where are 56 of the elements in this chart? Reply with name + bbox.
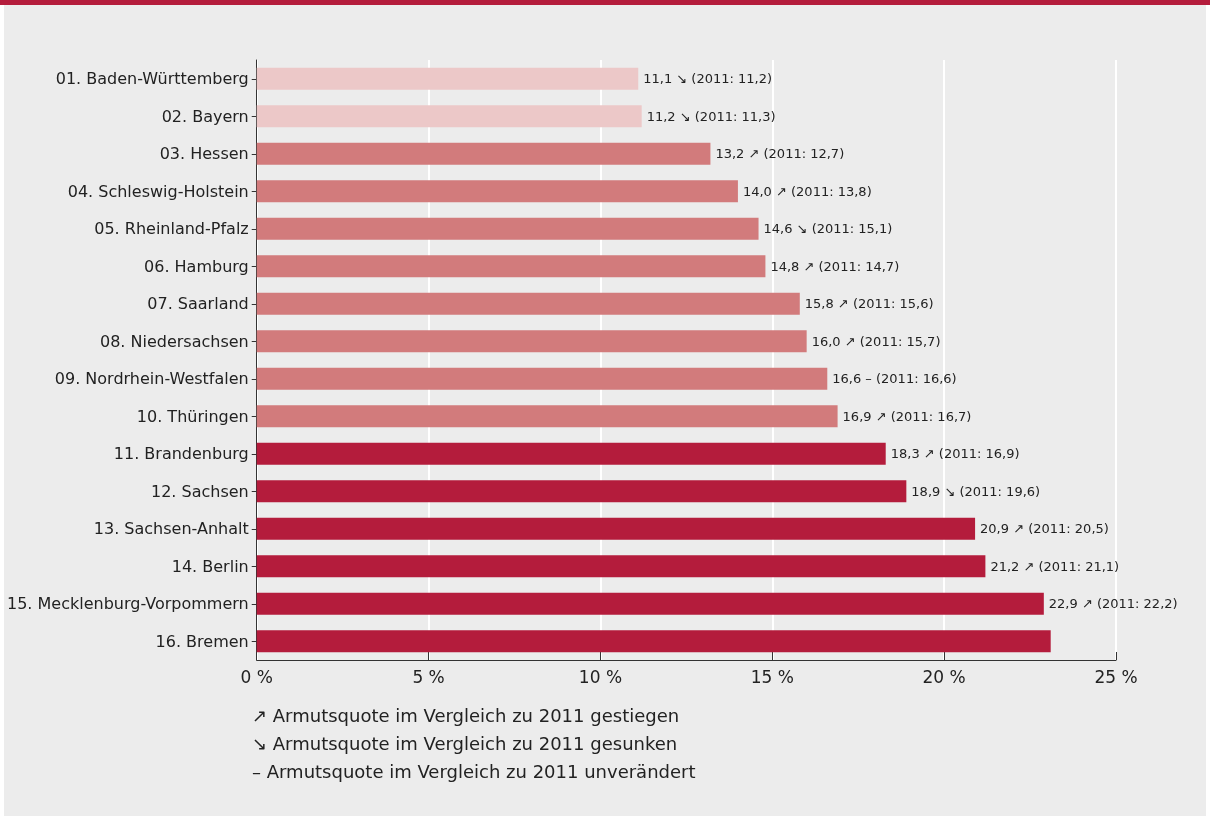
y-tick-label: 04. Schleswig-Holstein	[67, 181, 249, 201]
y-tick-label: 09. Nordrhein-Westfalen	[54, 369, 249, 389]
data-label: 16,6 – (2011: 16,6)	[832, 371, 957, 387]
data-label: 20,9 ↗ (2011: 20,5)	[980, 521, 1109, 537]
data-label: 14,0 ↗ (2011: 13,8)	[742, 183, 872, 199]
bar	[256, 330, 807, 353]
x-tick-label: 5 %	[412, 666, 445, 687]
text: ↗ Armutsquote im Vergleich zu 2011 gestiegen	[252, 704, 681, 728]
bar	[256, 180, 738, 203]
data-label: 14,8 ↗ (2011: 14,7)	[770, 258, 900, 274]
data-label: 15,8 ↗ (2011: 15,6)	[804, 296, 934, 312]
data-label: 16,0 ↗ (2011: 15,7)	[811, 333, 941, 349]
y-tick-label: 13. Sachsen-Anhalt	[93, 519, 249, 539]
bar	[256, 630, 1051, 653]
y-tick-label: 12. Sachsen	[150, 481, 249, 501]
bar	[256, 292, 800, 315]
bar	[256, 142, 711, 165]
y-tick-label: 15. Mecklenburg-Vorpommern	[6, 594, 249, 614]
bar	[256, 555, 986, 578]
bar	[256, 592, 1044, 615]
data-label: 18,9 ↘ (2011: 19,6)	[911, 483, 1041, 499]
x-tick-label: 20 %	[922, 666, 966, 687]
y-tick-label: 11. Brandenburg	[113, 444, 249, 464]
bar	[256, 405, 838, 428]
bar	[256, 442, 886, 465]
y-tick-label: 05. Rheinland-Pfalz	[94, 219, 249, 239]
y-tick-label: 03. Hessen	[159, 144, 249, 164]
x-tick-label: 15 %	[750, 666, 794, 687]
bar	[256, 217, 759, 240]
y-tick-label: 01. Baden-Württemberg	[55, 69, 249, 89]
data-label: 22,9 ↗ (2011: 22,2)	[1048, 596, 1178, 612]
bar	[256, 367, 828, 390]
data-label: 11,2 ↘ (2011: 11,3)	[646, 108, 776, 124]
y-tick-label: 14. Berlin	[171, 556, 249, 576]
text: ↘ Armutsquote im Vergleich zu 2011 gesunken	[252, 732, 679, 756]
y-tick-label: 16. Bremen	[155, 631, 249, 651]
bar	[256, 105, 642, 128]
data-label: 21,2 ↗ (2011: 21,1)	[990, 558, 1120, 574]
y-tick-label: 02. Bayern	[161, 106, 249, 126]
x-tick-label: 10 %	[578, 666, 623, 687]
y-tick-label: 10. Thüringen	[136, 406, 249, 426]
bar	[256, 67, 639, 90]
data-label: 11,1 ↘ (2011: 11,2)	[643, 71, 773, 87]
text: – Armutsquote im Vergleich zu 2011 unverändert	[252, 760, 696, 784]
x-tick-label: 25 %	[1094, 666, 1138, 687]
data-label: 14,6 ↘ (2011: 15,1)	[763, 221, 893, 237]
bar	[256, 517, 976, 540]
data-label: 13,2 ↗ (2011: 12,7)	[715, 146, 845, 162]
data-label: 16,9 ↗ (2011: 16,7)	[842, 408, 972, 424]
y-tick-label: 07. Saarland	[147, 294, 249, 314]
bar	[256, 255, 766, 278]
y-tick-label: 06. Hamburg	[144, 256, 249, 276]
y-tick-label: 08. Niedersachsen	[99, 331, 249, 351]
data-label: 18,3 ↗ (2011: 16,9)	[890, 446, 1020, 462]
x-tick-label: 0 %	[240, 666, 273, 687]
bar	[256, 480, 907, 503]
